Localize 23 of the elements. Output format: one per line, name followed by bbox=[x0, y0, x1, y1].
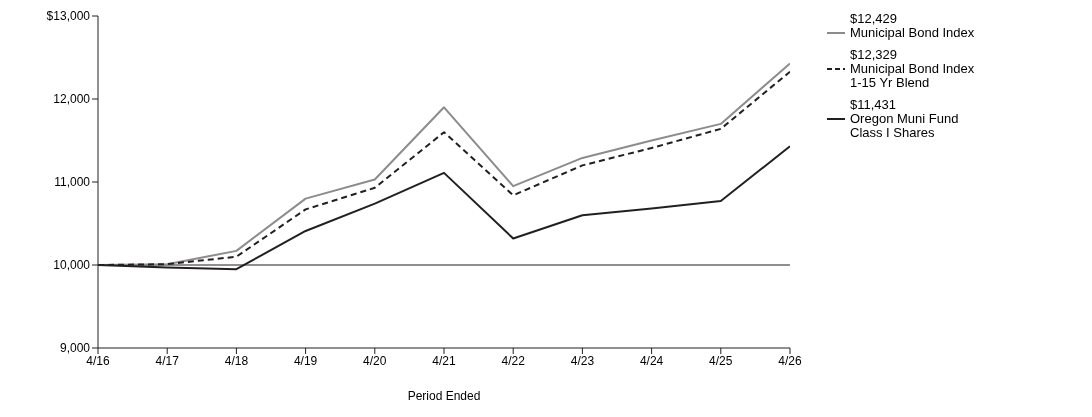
x-tick-label: 4/21 bbox=[432, 353, 456, 368]
x-tick-label: 4/18 bbox=[224, 353, 249, 368]
x-tick-label: 4/17 bbox=[155, 353, 180, 368]
y-tick-label: 12,000 bbox=[53, 92, 91, 107]
text: $12,329 bbox=[850, 47, 898, 62]
x-tick-label: 4/19 bbox=[293, 353, 318, 368]
x-tick-label: 4/23 bbox=[570, 353, 595, 368]
text: $11,431 bbox=[850, 97, 898, 112]
y-tick-label: 9,000 bbox=[59, 341, 91, 356]
x-tick-label: 4/22 bbox=[501, 353, 526, 368]
y-tick-label: $13,000 bbox=[46, 9, 91, 24]
text: $12,429 bbox=[850, 11, 898, 26]
x-tick-label: 4/24 bbox=[639, 353, 664, 368]
x-tick-label: 4/25 bbox=[709, 353, 733, 368]
legend-label: Municipal Bond Index bbox=[850, 25, 975, 40]
x-tick-label: 4/16 bbox=[86, 353, 110, 368]
legend-label: Municipal Bond Index 1-15 Yr Blend bbox=[850, 61, 975, 90]
x-axis-title: Period Ended bbox=[407, 389, 481, 403]
legend-label: Oregon Muni Fund Class I Shares bbox=[850, 111, 959, 140]
y-tick-label: 11,000 bbox=[54, 175, 91, 190]
x-tick-label: 4/26 bbox=[778, 353, 802, 368]
y-tick-label: 10,000 bbox=[53, 258, 91, 273]
x-tick-label: 4/20 bbox=[363, 353, 387, 368]
